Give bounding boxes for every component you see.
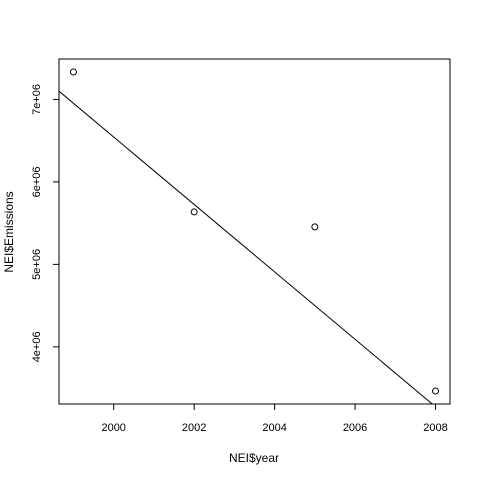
- x-axis-title: NEI$year: [229, 451, 279, 465]
- x-tick-label: 2002: [182, 422, 206, 434]
- y-axis: 4e+06 5e+06 6e+06 7e+06: [31, 84, 60, 362]
- plot-frame: [58, 58, 451, 405]
- y-tick-label: 4e+06: [31, 331, 43, 362]
- x-axis: 2000 2002 2004 2006 2008: [101, 403, 448, 434]
- data-point-2005: [311, 223, 319, 231]
- y-tick-label: 5e+06: [31, 249, 43, 280]
- data-point-2008: [432, 387, 440, 395]
- x-tick-label: 2008: [423, 422, 447, 434]
- points-layer: [69, 68, 440, 395]
- data-point-1999: [69, 68, 77, 76]
- data-point-2002: [190, 208, 198, 216]
- x-tick-label: 2006: [343, 422, 367, 434]
- y-tick-label: 7e+06: [31, 84, 43, 115]
- regression-line: [59, 90, 434, 404]
- y-tick-label: 6e+06: [31, 166, 43, 197]
- x-tick-label: 2004: [262, 422, 286, 434]
- regression-line-layer: [59, 90, 434, 404]
- y-axis-title: NEI$Emissions: [2, 191, 16, 272]
- x-tick-label: 2000: [101, 422, 125, 434]
